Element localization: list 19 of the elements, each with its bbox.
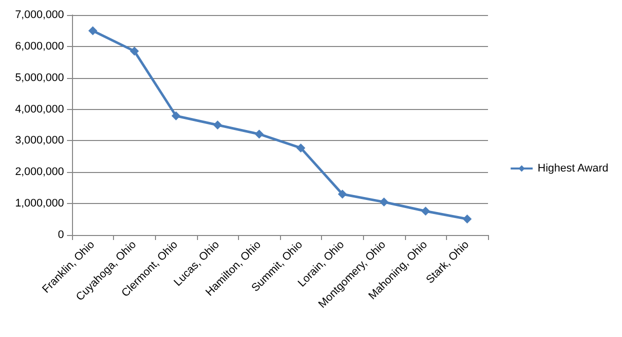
legend-label: Highest Award: [538, 162, 608, 174]
y-tick-label: 6,000,000: [15, 40, 64, 52]
y-tick-label: 1,000,000: [15, 198, 64, 210]
point: [462, 214, 472, 224]
y-tick-label: 5,000,000: [15, 72, 64, 84]
point: [296, 143, 306, 152]
point: [88, 26, 98, 36]
point: [130, 46, 139, 56]
y-tick-label: 0: [58, 229, 64, 241]
point: [338, 190, 347, 199]
y-tick-label: 2,000,000: [15, 166, 64, 178]
y-tick-label: 4,000,000: [15, 103, 64, 116]
point: [213, 120, 222, 130]
y-tick-label: 3,000,000: [15, 134, 64, 147]
y-tick-label: 7,000,000: [15, 9, 64, 21]
point: [254, 130, 264, 139]
point: [421, 206, 430, 216]
point: [172, 111, 180, 120]
point: [380, 198, 388, 206]
